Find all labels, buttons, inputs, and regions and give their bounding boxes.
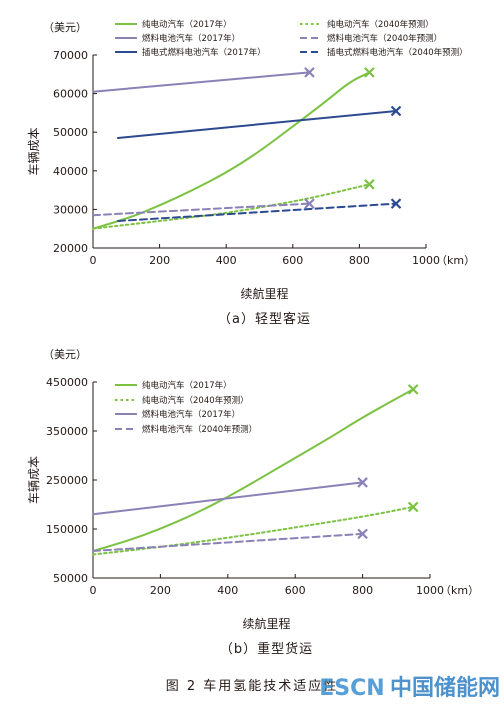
series-line <box>92 388 415 552</box>
legend-item: 燃料电池汽车（2017年） <box>115 409 240 420</box>
x-tick-label: 200 <box>150 584 171 597</box>
series <box>117 198 402 222</box>
series <box>117 105 402 139</box>
chart-subtitle: （a）轻型客运 <box>218 311 311 327</box>
y-tick-label: 50000 <box>53 126 88 139</box>
series <box>92 477 368 516</box>
series-end-marker <box>364 179 375 190</box>
legend: 纯电动汽车（2017年） 纯电动汽车（2040年预测） 燃料电池汽车（2017年） 燃… <box>115 19 468 58</box>
y-tick-label: 20000 <box>53 242 88 255</box>
series-line <box>117 110 397 139</box>
x-tick-label: 400 <box>216 254 237 267</box>
x-tick-label: 600 <box>285 584 306 597</box>
series-end-marker <box>357 477 368 488</box>
x-tick-label: 800 <box>352 584 373 597</box>
series-line <box>92 71 311 93</box>
x-tick-label: 400 <box>217 584 238 597</box>
series <box>92 384 419 552</box>
legend-item: 纯电动汽车（2017年） <box>115 380 232 391</box>
x-unit-label: （km） <box>440 584 479 597</box>
legend-item: 燃料电池汽车（2040年预测） <box>300 33 442 44</box>
series-end-marker <box>407 501 419 513</box>
x-tick-label: 800 <box>349 254 370 267</box>
legend-label: 纯电动汽车（2040年预测） <box>142 395 249 406</box>
series-line <box>92 183 371 230</box>
series-end-marker <box>407 384 419 395</box>
series-line <box>92 532 364 552</box>
series <box>92 198 315 217</box>
legend: 纯电动汽车（2017年） 纯电动汽车（2040年预测） 燃料电池汽车（2017年） 燃… <box>115 380 257 435</box>
x-tick-label: 1000 <box>416 584 444 597</box>
x-unit-label: （km） <box>436 254 475 267</box>
x-tick-label: 0 <box>90 254 97 267</box>
legend-label: 燃料电池汽车（2017年） <box>142 33 240 44</box>
series <box>92 501 419 556</box>
x-tick-label: 200 <box>149 254 170 267</box>
series-end-marker <box>304 198 315 209</box>
y-tick-label: 150000 <box>46 523 88 536</box>
x-tick-label: 600 <box>282 254 303 267</box>
y-tick-label: 450000 <box>46 376 88 389</box>
y-tick-label: 350000 <box>46 425 88 438</box>
legend-item: 插电式燃料电池汽车（2017年） <box>115 47 266 58</box>
series-end-marker <box>357 528 368 540</box>
x-axis-title: 续航里程 <box>242 616 290 631</box>
watermark-latin: ESCN <box>319 676 384 701</box>
legend-label: 纯电动汽车（2017年） <box>142 19 232 30</box>
legend-label: 纯电动汽车（2040年预测） <box>327 19 434 30</box>
series-end-marker <box>304 67 315 78</box>
chart-heavy-freight: 50000 150000 250000 350000 450000 0 200 400 600 8… <box>26 348 479 657</box>
chart-light-passenger: 20000 30000 40000 50000 60000 70000 0 200 400 600… <box>26 19 475 327</box>
legend-label: 燃料电池汽车（2017年） <box>142 409 240 420</box>
series-line <box>92 202 311 217</box>
y-axis-title: 车辆成本 <box>26 127 41 175</box>
x-tick-label: 0 <box>90 584 97 597</box>
series-line <box>117 202 397 222</box>
watermark-cjk: 中国储能网 <box>390 675 500 701</box>
series <box>92 67 375 230</box>
legend-item: 插电式燃料电池汽车（2040年预测） <box>300 47 468 58</box>
series-line <box>92 505 415 556</box>
y-tick-label: 50000 <box>53 572 88 585</box>
legend-item: 燃料电池汽车（2017年） <box>115 33 240 44</box>
figure-caption: 图 2 车用氢能技术适应性 <box>166 678 339 694</box>
legend-label: 燃料电池汽车（2040年预测） <box>327 33 442 44</box>
x-tick-label: 1000 <box>412 254 440 267</box>
legend-item: 纯电动汽车（2040年预测） <box>300 19 434 30</box>
y-tick-label: 70000 <box>53 49 88 62</box>
legend-item: 燃料电池汽车（2040年预测） <box>115 424 257 435</box>
legend-item: 纯电动汽车（2017年） <box>115 19 232 30</box>
series <box>92 528 368 552</box>
y-tick-label: 40000 <box>53 165 88 178</box>
series-line <box>92 71 371 230</box>
series-end-marker <box>390 198 402 209</box>
y-axis-title: 车辆成本 <box>26 456 41 504</box>
series-end-marker <box>364 67 375 78</box>
x-axis-title: 续航里程 <box>240 286 288 301</box>
watermark: ESCN 中国储能网 <box>319 675 500 701</box>
legend-label: 纯电动汽车（2017年） <box>142 380 232 391</box>
legend-label: 插电式燃料电池汽车（2017年） <box>142 47 266 58</box>
y-unit-label: （美元） <box>43 21 87 34</box>
y-unit-label: （美元） <box>43 348 87 361</box>
chart-subtitle: （b）重型货运 <box>220 641 313 657</box>
series-end-marker <box>390 105 402 117</box>
series-line <box>92 481 364 516</box>
legend-label: 燃料电池汽车（2040年预测） <box>142 424 257 435</box>
series <box>92 67 315 93</box>
legend-item: 纯电动汽车（2040年预测） <box>115 395 249 406</box>
legend-label: 插电式燃料电池汽车（2040年预测） <box>327 47 468 58</box>
y-tick-label: 60000 <box>53 88 88 101</box>
y-tick-label: 30000 <box>53 203 88 216</box>
series <box>92 179 375 230</box>
y-tick-label: 250000 <box>46 474 88 487</box>
